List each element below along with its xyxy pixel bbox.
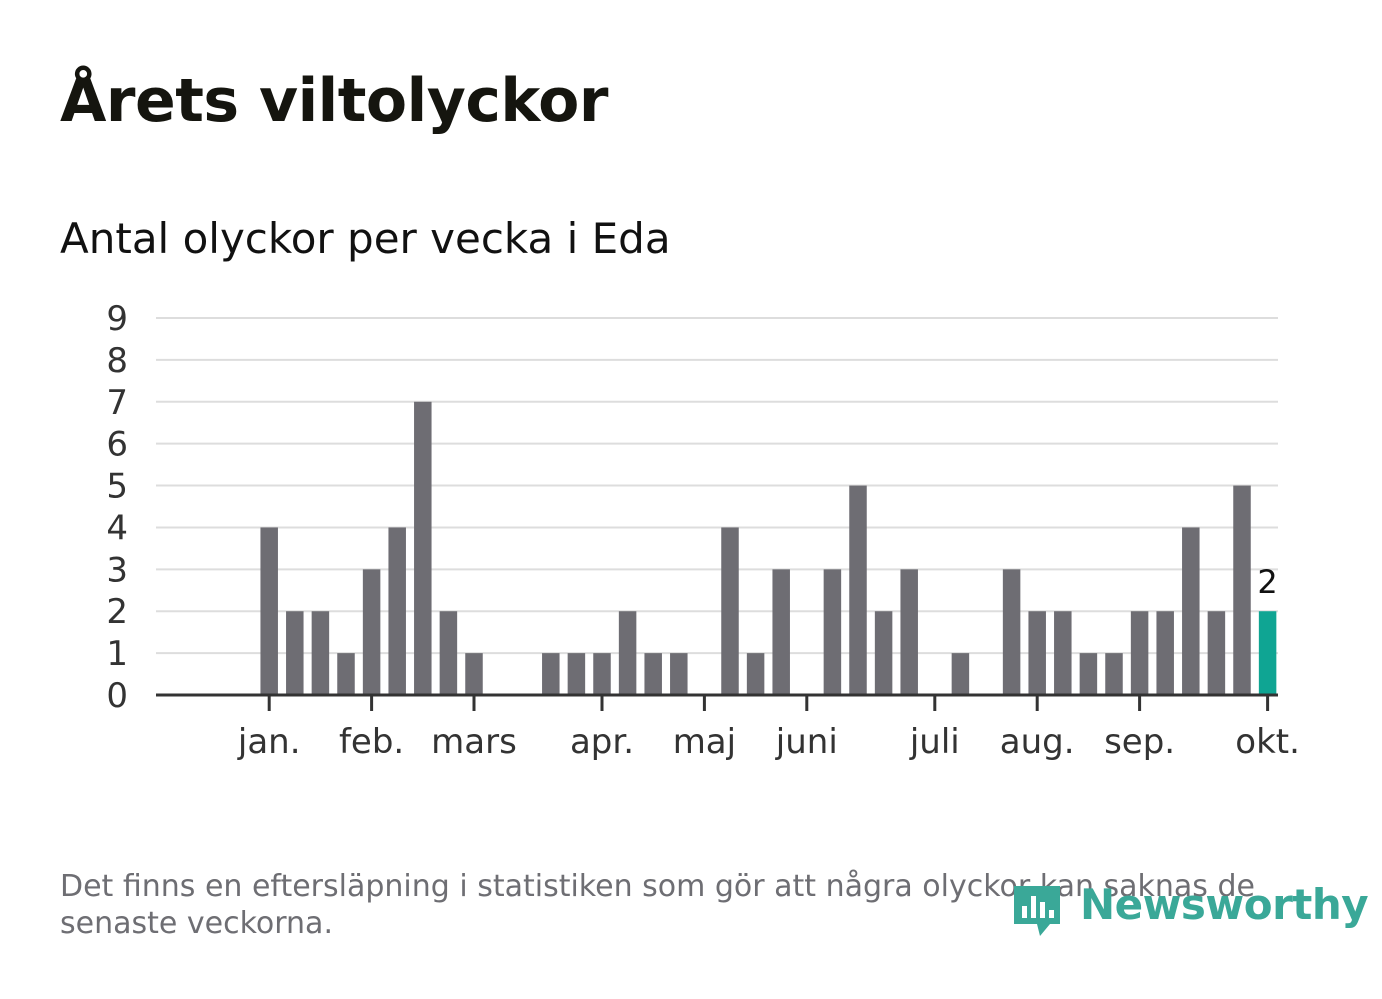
- x-tick-label: okt.: [1235, 722, 1300, 762]
- bar: [286, 611, 304, 695]
- bars: [260, 401, 1277, 695]
- y-tick-label: 5: [106, 467, 128, 507]
- chart-subtitle: Antal olyckor per vecka i Eda: [60, 214, 671, 263]
- bar: [414, 401, 432, 695]
- x-tick-label: juni: [775, 722, 838, 762]
- y-tick-label: 3: [106, 550, 128, 590]
- bar: [311, 611, 330, 695]
- y-tick-label: 7: [106, 383, 128, 423]
- bar: [542, 653, 560, 695]
- newsworthy-logo: Newsworthy: [1010, 878, 1369, 942]
- bar: [1002, 569, 1021, 695]
- bar: [900, 569, 918, 695]
- bar: [593, 653, 611, 695]
- bar: [439, 611, 458, 695]
- bar: [670, 653, 688, 695]
- bar: [772, 569, 790, 695]
- bar: [1182, 527, 1200, 695]
- y-tick-label: 4: [106, 508, 128, 548]
- bar: [644, 653, 662, 695]
- bar: [1156, 611, 1174, 695]
- y-tick-label: 8: [106, 341, 128, 381]
- y-tick-label: 9: [106, 299, 128, 339]
- bar: [260, 527, 278, 695]
- bar: [618, 611, 637, 695]
- bar: [337, 653, 355, 695]
- x-tick-label: feb.: [339, 722, 404, 762]
- y-tick-label: 2: [106, 592, 128, 632]
- chart-title: Årets viltolyckor: [60, 66, 609, 136]
- bar: [849, 485, 867, 695]
- bar: [874, 611, 893, 695]
- x-axis-ticks: jan. feb. mars apr. maj juni juli aug. sep. okt.: [156, 693, 1300, 762]
- bar: [951, 653, 970, 695]
- bar: [1054, 611, 1072, 695]
- bar: [1028, 611, 1046, 695]
- gridlines: [156, 317, 1278, 655]
- x-tick-label: aug.: [1000, 722, 1075, 762]
- x-tick-label: maj: [673, 722, 736, 762]
- bar: [388, 527, 406, 695]
- x-tick-label: mars: [431, 722, 517, 762]
- highlight-data-label: 2: [1257, 563, 1277, 601]
- x-tick-label: juli: [909, 722, 960, 762]
- y-tick-label: 1: [106, 634, 128, 674]
- bar: [465, 653, 483, 695]
- bar: [721, 527, 739, 695]
- bar: [362, 569, 381, 695]
- bar: [746, 653, 765, 695]
- newsworthy-logo-icon: [1014, 886, 1060, 936]
- x-tick-label: jan.: [237, 722, 301, 762]
- data-labels: 2: [1257, 563, 1277, 601]
- y-tick-label: 0: [106, 676, 128, 716]
- newsworthy-logo-text: Newsworthy: [1080, 880, 1369, 929]
- x-tick-label: apr.: [570, 722, 634, 762]
- bar: [823, 569, 842, 695]
- bar: [1130, 611, 1149, 695]
- x-tick-label: sep.: [1104, 722, 1175, 762]
- bar: [1233, 485, 1251, 695]
- y-tick-label: 6: [106, 425, 128, 465]
- bar-highlight: [1258, 611, 1277, 695]
- bar: [1207, 611, 1226, 695]
- bar: [1105, 653, 1123, 695]
- bar: [1079, 653, 1098, 695]
- bar: [567, 653, 586, 695]
